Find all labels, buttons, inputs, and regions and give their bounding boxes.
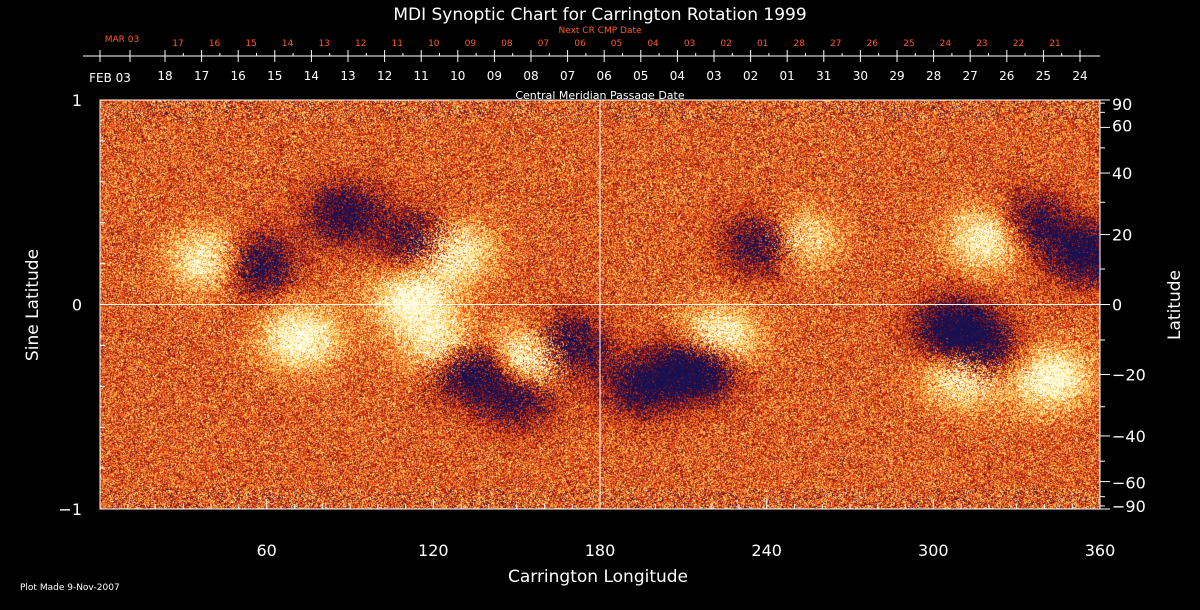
cmp-date-label: 24 bbox=[1072, 69, 1087, 83]
next-cr-date-label: 05 bbox=[611, 39, 622, 49]
y-tick-label-right: 0 bbox=[1112, 296, 1122, 315]
heatmap-area bbox=[100, 100, 1100, 509]
y-tick-label-right: −90 bbox=[1112, 497, 1146, 516]
axes: 60 120 180 240 300 36010−1906040200−20−40−60−… bbox=[58, 39, 1145, 560]
cmp-date-label: 07 bbox=[560, 69, 575, 83]
next-cr-date-label: 07 bbox=[538, 39, 549, 49]
y-tick-label-right: −60 bbox=[1112, 474, 1146, 493]
next-cr-date-label: 03 bbox=[684, 39, 695, 49]
next-cr-date-label: 11 bbox=[392, 39, 403, 49]
footer-note: Plot Made 9-Nov-2007 bbox=[20, 583, 120, 593]
cmp-date-label: 04 bbox=[670, 69, 685, 83]
cmp-date-label: 03 bbox=[706, 69, 721, 83]
next-cr-date-label: 15 bbox=[245, 39, 256, 49]
next-cr-date-label: 22 bbox=[1013, 39, 1024, 49]
cmp-date-label: 25 bbox=[1036, 69, 1051, 83]
cmp-date-label: 12 bbox=[377, 69, 392, 83]
next-cr-date-label: 21 bbox=[1049, 39, 1060, 49]
cmp-date-label: 11 bbox=[414, 69, 429, 83]
cmp-date-label: 18 bbox=[157, 69, 172, 83]
y-tick-label-left: −1 bbox=[58, 500, 82, 519]
y-axis-label-right: Latitude bbox=[1165, 270, 1185, 340]
cmp-date-label: 26 bbox=[999, 69, 1014, 83]
top-axis-label: Central Meridian Passage Date bbox=[515, 89, 684, 102]
next-cr-date-label: 24 bbox=[940, 39, 952, 49]
chart-title: MDI Synoptic Chart for Carrington Rotati… bbox=[393, 5, 806, 25]
y-tick-label-right: −20 bbox=[1112, 365, 1146, 384]
cmp-date-label: 08 bbox=[523, 69, 538, 83]
next-cr-date-label: 25 bbox=[903, 39, 914, 49]
cmp-date-label: 30 bbox=[853, 69, 868, 83]
x-tick-label: 360 bbox=[1085, 541, 1116, 560]
x-tick-label: 120 bbox=[418, 541, 449, 560]
cmp-date-label: 17 bbox=[194, 69, 209, 83]
cmp-date-label: 09 bbox=[487, 69, 502, 83]
y-axis-label-left: Sine Latitude bbox=[23, 249, 43, 361]
next-cr-label: Next CR CMP Date bbox=[558, 26, 642, 36]
cmp-date-label: 01 bbox=[780, 69, 795, 83]
cmp-date-label: 15 bbox=[267, 69, 282, 83]
x-tick-label: 60 bbox=[256, 541, 276, 560]
cmp-date-label: 13 bbox=[340, 69, 355, 83]
y-tick-label-right: 40 bbox=[1112, 164, 1132, 183]
x-tick-label: 300 bbox=[918, 541, 949, 560]
cmp-date-label: 28 bbox=[926, 69, 941, 83]
next-cr-date-label: 06 bbox=[574, 39, 586, 49]
next-cr-date-label: 10 bbox=[428, 39, 440, 49]
next-cr-date-label: 02 bbox=[720, 39, 731, 49]
next-cr-date-label: 16 bbox=[209, 39, 221, 49]
cmp-month-label: FEB 03 bbox=[89, 71, 131, 85]
cmp-date-label: 27 bbox=[963, 69, 978, 83]
cmp-date-label: 05 bbox=[633, 69, 648, 83]
cmp-date-label: 06 bbox=[597, 69, 612, 83]
y-tick-label-right: −40 bbox=[1112, 427, 1146, 446]
y-tick-label-right: 60 bbox=[1112, 116, 1132, 135]
cmp-date-label: 14 bbox=[304, 69, 319, 83]
x-tick-label: 180 bbox=[585, 541, 616, 560]
next-cr-month-label: MAR 03 bbox=[105, 35, 140, 45]
x-axis-label: Carrington Longitude bbox=[508, 567, 688, 587]
cmp-date-label: 16 bbox=[231, 69, 246, 83]
next-cr-date-label: 09 bbox=[465, 39, 477, 49]
next-cr-date-label: 26 bbox=[867, 39, 879, 49]
y-tick-label-left: 0 bbox=[72, 296, 82, 315]
next-cr-date-label: 01 bbox=[757, 39, 768, 49]
cmp-date-label: 31 bbox=[816, 69, 831, 83]
next-cr-date-label: 13 bbox=[318, 39, 329, 49]
next-cr-date-label: 27 bbox=[830, 39, 841, 49]
next-cr-date-label: 12 bbox=[355, 39, 366, 49]
cmp-date-label: 02 bbox=[743, 69, 758, 83]
next-cr-date-label: 14 bbox=[282, 39, 294, 49]
next-cr-date-label: 17 bbox=[172, 39, 183, 49]
y-tick-label-right: 90 bbox=[1112, 95, 1132, 114]
cmp-date-label: 29 bbox=[889, 69, 904, 83]
x-tick-label: 240 bbox=[751, 541, 782, 560]
next-cr-date-label: 08 bbox=[501, 39, 513, 49]
next-cr-date-label: 04 bbox=[647, 39, 659, 49]
y-tick-label-left: 1 bbox=[72, 91, 82, 110]
next-cr-date-label: 28 bbox=[793, 39, 805, 49]
next-cr-date-label: 23 bbox=[976, 39, 987, 49]
cmp-date-label: 10 bbox=[450, 69, 465, 83]
y-tick-label-right: 20 bbox=[1112, 226, 1132, 245]
